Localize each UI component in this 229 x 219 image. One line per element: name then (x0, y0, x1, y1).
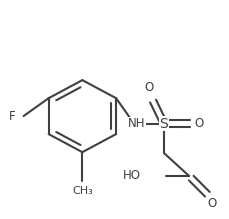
Text: F: F (9, 110, 16, 122)
Text: HO: HO (123, 169, 141, 182)
Text: S: S (159, 117, 168, 131)
Text: CH₃: CH₃ (72, 186, 92, 196)
Text: O: O (144, 81, 153, 94)
Text: NH: NH (128, 117, 145, 130)
Text: O: O (206, 197, 215, 210)
Text: O: O (194, 117, 203, 130)
